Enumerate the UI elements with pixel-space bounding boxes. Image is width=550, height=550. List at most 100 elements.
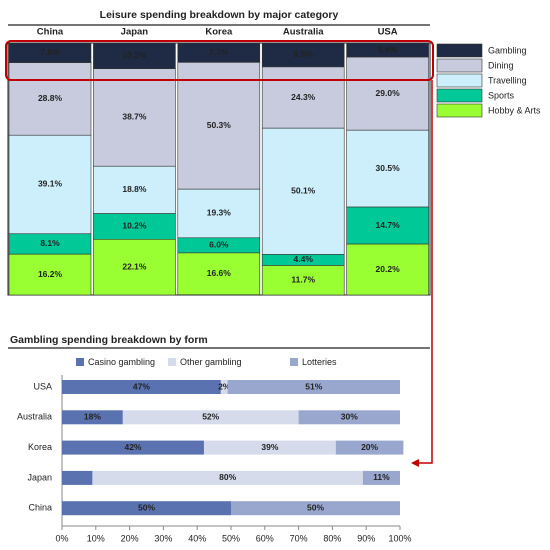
x-tick-label: 20% (121, 533, 139, 543)
category-label: China (37, 27, 64, 38)
value-label: 38.7% (122, 112, 147, 122)
bar-segment (177, 252, 261, 296)
legend-swatch (168, 358, 176, 366)
legend-label: Gambling (488, 45, 527, 55)
bar-segment (93, 213, 176, 240)
legend-swatch (436, 58, 483, 73)
value-label: 20.2% (376, 264, 401, 274)
category-label: Korea (205, 27, 233, 38)
value-label: 7.8% (40, 47, 60, 57)
x-tick-label: 50% (222, 533, 240, 543)
value-label: 11.7% (291, 275, 315, 285)
bar-segment (231, 501, 400, 516)
legend-label: Sports (488, 90, 515, 100)
value-label: 50.3% (207, 120, 232, 130)
value-label: 30% (341, 412, 358, 422)
bar-segment (346, 206, 429, 245)
value-label: 30.5% (376, 163, 401, 173)
value-label: 14.7% (376, 220, 401, 230)
category-label: Korea (28, 442, 52, 452)
value-label: 18% (84, 412, 101, 422)
category-label: China (28, 503, 52, 513)
bar-segment (346, 129, 429, 208)
category-label: Japan (121, 27, 149, 38)
legend-label: Other gambling (180, 357, 242, 367)
value-label: 28.8% (38, 93, 63, 103)
legend-swatch (436, 103, 483, 118)
x-tick-label: 10% (87, 533, 105, 543)
value-label: 42% (124, 442, 141, 452)
marks: China 7.8% 28.8% 39.1% 8.1% 16.2% Japan 10.2% 38… (7, 27, 541, 543)
category-label: Australia (17, 412, 52, 422)
bar-segment (203, 440, 336, 455)
bar-segment (177, 62, 261, 190)
x-tick-label: 80% (323, 533, 341, 543)
x-tick-label: 30% (154, 533, 172, 543)
legend-label: Hobby & Arts (488, 105, 541, 115)
bar-segment (62, 470, 93, 485)
arrow-head (411, 459, 419, 467)
value-label: 2% (218, 381, 231, 391)
legend-label: Lotteries (302, 357, 337, 367)
chart-title: Gambling spending breakdown by form (10, 334, 208, 346)
bar-segment (346, 243, 429, 296)
x-tick-label: 90% (357, 533, 375, 543)
category-label: Australia (283, 27, 324, 38)
value-label: 9.5% (294, 49, 314, 59)
legend-label: Casino gambling (88, 357, 155, 367)
value-label: 20% (361, 442, 378, 452)
value-label: 52% (202, 412, 219, 422)
x-tick-label: 70% (290, 533, 308, 543)
x-tick-label: 0% (55, 533, 68, 543)
bar-segment (362, 470, 400, 485)
bar-segment (298, 410, 400, 425)
bar-segment (261, 265, 345, 296)
bar-segment (177, 188, 261, 239)
bar-segment (93, 165, 176, 214)
bar-segment (62, 440, 204, 455)
bar-segment (227, 380, 400, 394)
category-label: USA (378, 27, 398, 38)
bar-segment (62, 501, 231, 516)
value-label: 8.1% (40, 238, 60, 248)
bar-segment (8, 253, 92, 296)
bar-segment (335, 440, 404, 455)
value-label: 39% (261, 442, 278, 452)
bar-segment (122, 410, 299, 425)
bar-segment (62, 410, 123, 425)
x-tick-label: 40% (188, 533, 206, 543)
value-label: 11% (373, 472, 390, 482)
legend-swatch (436, 73, 483, 88)
bar-segment (8, 134, 92, 235)
bar-segment (62, 380, 221, 394)
bar-segment (93, 239, 176, 296)
value-label: 80% (219, 472, 236, 482)
x-tick-label: 60% (256, 533, 274, 543)
legend-swatch (436, 88, 483, 103)
bar-segment (93, 42, 176, 70)
value-label: 4.4% (294, 254, 314, 264)
value-label: 51% (305, 381, 322, 391)
legend-swatch (76, 358, 84, 366)
legend-label: Travelling (488, 75, 527, 85)
value-label: 29.0% (376, 88, 401, 98)
x-tick-label: 100% (388, 533, 411, 543)
bar-segment (261, 66, 345, 129)
value-label: 50% (138, 502, 155, 512)
value-label: 10.2% (122, 50, 147, 60)
bar-segment (346, 56, 429, 131)
value-label: 6.0% (209, 240, 229, 250)
bar-segment (261, 127, 345, 255)
bar-segment (93, 68, 176, 167)
legend-swatch (290, 358, 298, 366)
value-label: 16.6% (207, 268, 232, 278)
value-label: 19.3% (207, 208, 232, 218)
legend-label: Dining (488, 60, 514, 70)
callout-arrow (418, 80, 433, 464)
value-label: 47% (133, 381, 150, 391)
value-label: 18.8% (122, 184, 147, 194)
chart-title: Leisure spending breakdown by major cate… (100, 9, 339, 21)
value-label: 16.2% (38, 269, 63, 279)
